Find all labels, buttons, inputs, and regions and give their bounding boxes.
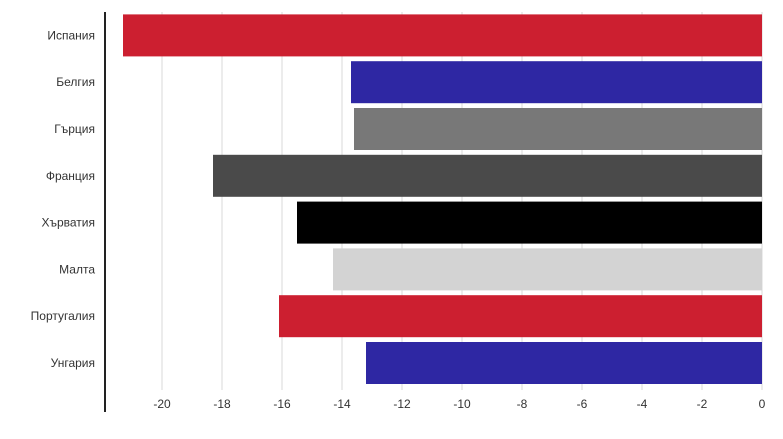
category-label: Унгария [51,356,95,370]
x-tick-label: -16 [273,397,291,411]
x-tick-label: -8 [517,397,528,411]
category-label: Хърватия [41,216,95,230]
bar [123,14,762,57]
category-label: Белгия [56,75,95,89]
category-label: Франция [46,169,95,183]
x-tick-label: -4 [637,397,648,411]
bar [213,154,762,197]
x-tick-label: -20 [153,397,171,411]
category-label: Гърция [54,122,95,136]
x-tick-label: -10 [453,397,471,411]
x-tick-label: -18 [213,397,231,411]
x-tick-label: -2 [697,397,708,411]
x-tick-label: -6 [577,397,588,411]
x-tick-label: -12 [393,397,411,411]
bar [279,295,762,338]
bar [354,108,762,150]
bar [333,248,762,291]
bar [297,201,762,244]
category-labels: Испания Белгия Гърция Франция Хърватия Малта П… [31,28,96,370]
category-label: Испания [47,28,95,42]
category-label: Малта [59,262,95,276]
bar [351,61,762,104]
x-tick-label: -14 [333,397,351,411]
x-tick-label: 0 [759,397,766,411]
category-label: Португалия [31,309,95,323]
bar [366,342,762,384]
bar-layer [123,14,762,384]
tick-labels: -20 -18 -16 -14 -12 -10 -8 -6 -4 -2 0 [153,397,765,411]
